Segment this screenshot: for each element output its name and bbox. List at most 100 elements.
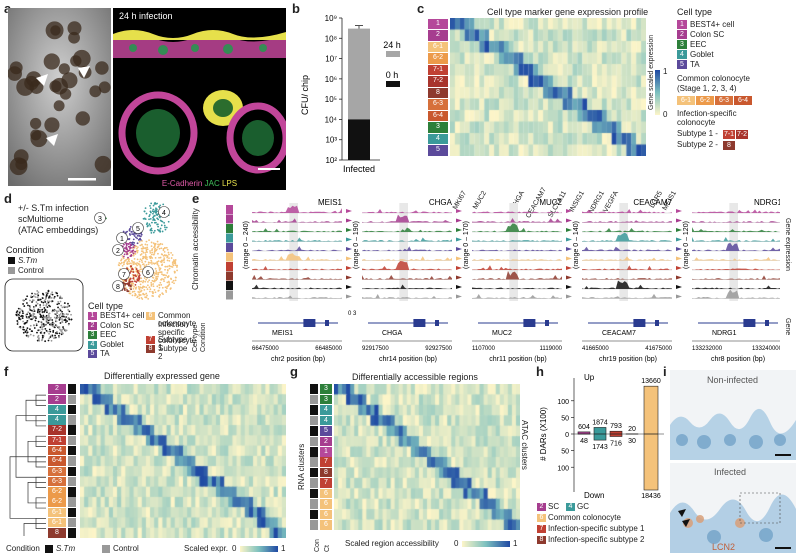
- d-legend-label: EEC: [100, 330, 117, 339]
- d-title-2: scMultiome: [18, 214, 64, 224]
- panel-label-g: g: [290, 364, 298, 379]
- chr-label: chr19 position (bp): [599, 356, 657, 363]
- f-row-chip: 7-2: [48, 425, 66, 435]
- umap-cluster-label: 4: [162, 210, 166, 217]
- h-legend-label: Infection-specific subtype 2: [548, 535, 645, 544]
- condition-umap: [4, 278, 84, 352]
- track-range: (range 0 – 140): [573, 221, 580, 269]
- h-down-value: 18436: [641, 493, 661, 500]
- f-condition-chip: [68, 425, 76, 435]
- f-row-chip: 2: [48, 394, 66, 405]
- expr-axis: 0 3: [348, 311, 357, 317]
- panel-label-b: b: [292, 1, 300, 16]
- c-row-chip: 2: [428, 30, 448, 41]
- d-legend-label: Infection specific colonocyte: [158, 320, 197, 345]
- gene-track-label: Gene: [784, 318, 791, 336]
- infection-time-label: 24 h infection: [119, 11, 173, 21]
- position-start: 41665000: [582, 346, 609, 352]
- c-row-chip: 8: [428, 87, 448, 98]
- d-legend-chip: 1: [88, 312, 97, 320]
- d-legend-chip: 5: [88, 350, 97, 358]
- c-sub2-chip: 8: [723, 141, 735, 150]
- b-tick-label: 10³: [325, 136, 337, 145]
- g-row-chip: 6: [320, 488, 332, 499]
- panel-label-f: f: [4, 364, 9, 379]
- d-legend-label: TA: [100, 349, 110, 358]
- f-row-chip: 6-3: [48, 476, 66, 487]
- g-row-chip: 3: [320, 394, 332, 405]
- f-condition-chip: [68, 507, 76, 518]
- panel-label-h: h: [536, 364, 544, 379]
- celltype-side-label: Cell type: [192, 324, 199, 352]
- g-row-chip: 6: [320, 519, 332, 530]
- f-scale-min: 0: [232, 544, 237, 553]
- ihc-infected: [670, 463, 796, 553]
- f-row-chip: 2: [48, 384, 66, 394]
- heatmap-c-colorbar: [655, 70, 660, 115]
- f-row-chip: 6-3: [48, 466, 66, 476]
- condition-stm: S.Tm: [18, 256, 38, 265]
- h-legend-chip: 8: [537, 536, 546, 544]
- panel-label-i: i: [663, 364, 667, 379]
- umap-cluster-label: 3: [98, 216, 102, 223]
- c-row-chip: 6-4: [428, 110, 448, 121]
- position-start: 1107000: [472, 346, 496, 352]
- g-condition-chip: [310, 457, 318, 468]
- c-common-chip: 6-2: [696, 96, 714, 105]
- rna-clusters-label: RNA clusters: [297, 443, 306, 490]
- h-down-value: 48: [580, 438, 588, 445]
- f-control-swatch: [102, 545, 110, 553]
- c-legend-chip: 3: [677, 40, 687, 49]
- h-tick: 100: [557, 399, 569, 406]
- gene-model-label: MUC2: [492, 330, 512, 337]
- cfu-bar-chart: 10² 10³ 10⁴ 10⁵ 10⁶ 10⁷ 10⁸ 10⁹ Infected CFU/ chi…: [300, 14, 401, 174]
- gene-expression-label: Gene expression: [784, 218, 791, 271]
- gene-model-label: NDRG1: [712, 330, 737, 337]
- b-legend-swatch: [386, 81, 400, 87]
- h-legend-chip: 7: [537, 525, 546, 533]
- chr-label: chr8 position (bp): [711, 356, 765, 363]
- celltype-umap: 12 3 4 5 6 78: [94, 201, 179, 300]
- g-row-chip: 7: [320, 457, 332, 468]
- g-row-chip: 3: [320, 384, 332, 395]
- f-scale-label: Scaled expr.: [184, 544, 229, 553]
- g-scale-min: 0: [454, 539, 459, 548]
- d-legend-label: Common colonocyte: [158, 311, 197, 328]
- position-start: 133232000: [692, 346, 723, 352]
- condition-control: Control: [18, 266, 44, 275]
- track-gene-title: CHGA: [429, 198, 453, 207]
- h-down-value: 1743: [592, 444, 608, 451]
- c-row-chip: 1: [428, 18, 448, 29]
- d-legend-chip: 8: [146, 345, 155, 353]
- subtype2-label: Subtype 2 -: [677, 140, 718, 149]
- g-row-chip: 5: [320, 426, 332, 436]
- stain-legend: E-Cadherin JAC LPS: [113, 178, 286, 190]
- f-condition-chip: [68, 466, 76, 476]
- f-condition-chip: [68, 415, 76, 425]
- heatmap-c-title: Cell type marker gene expression profile: [487, 7, 649, 17]
- f-condition-chip: [68, 517, 76, 528]
- f-condition-label: Condition: [6, 544, 40, 553]
- h-legend-label: SC: [548, 502, 560, 511]
- position-end: 92927500: [425, 346, 452, 352]
- h-up-value: 604: [578, 424, 590, 431]
- d-legend-chip: 3: [88, 331, 97, 339]
- d-legend-label: Colon SC: [100, 320, 135, 330]
- position-end: 41675000: [645, 346, 672, 352]
- f-condition-chip: [68, 528, 76, 538]
- condition-title: Condition: [6, 245, 45, 255]
- f-row-chip: 6-2: [48, 497, 66, 507]
- position-start: 92917500: [362, 346, 389, 352]
- atac-clusters-label: ATAC clusters: [520, 420, 529, 470]
- marker-heatmap: [450, 18, 646, 156]
- b-tick-label: 10⁹: [325, 14, 337, 23]
- track-range: (range 0 – 170): [463, 221, 470, 269]
- coverage-tracks: MEIS1 (range 0 – 240) MEIS1 66475000 6648500…: [226, 198, 780, 363]
- heatmap-g-title: Differentially accessible regions: [352, 372, 478, 382]
- panel-label-c: c: [417, 1, 425, 16]
- f-condition-chip: [68, 487, 76, 497]
- panel-label-d: d: [4, 191, 12, 206]
- umap-cluster-label: 2: [116, 248, 120, 255]
- h-legend-chip: 2: [537, 503, 546, 511]
- h-tick: 100: [557, 465, 569, 472]
